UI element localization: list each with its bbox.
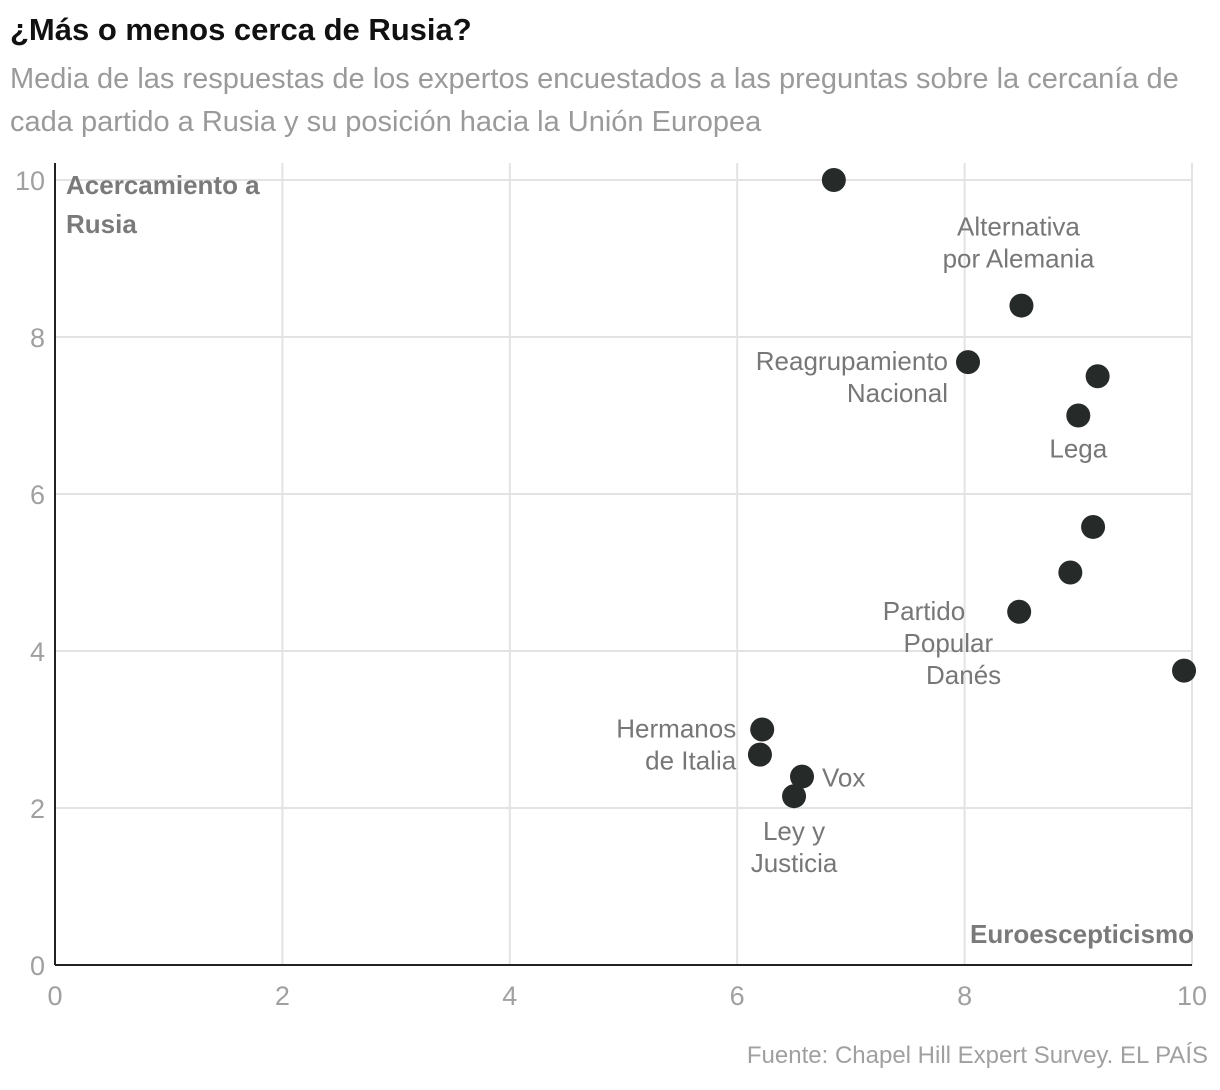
gridlines	[55, 163, 1193, 965]
point-label-line: Popular	[904, 628, 994, 658]
x-tick-label: 0	[47, 981, 62, 1011]
x-tick-label: 10	[1177, 981, 1207, 1011]
data-point	[821, 168, 846, 192]
point-label-line: Vox	[822, 763, 865, 793]
point-label-line: Partido	[883, 596, 965, 626]
source-note: Fuente: Chapel Hill Expert Survey. EL PA…	[746, 1042, 1208, 1069]
x-tick-label: 4	[502, 981, 517, 1011]
data-point	[1058, 560, 1083, 585]
y-tick-label: 0	[30, 951, 45, 981]
x-tick-label: 6	[730, 981, 745, 1011]
point-label: Alternativa por Alemania	[943, 212, 1095, 274]
point-labels: Alternativa por Alemania Reagrupamiento Nac…	[616, 212, 1107, 879]
data-point	[790, 764, 815, 789]
point-label: Hermanos de Italia	[616, 714, 736, 776]
y-axis-title-line: Acercamiento a	[66, 170, 260, 200]
point-label-line: Danés	[926, 660, 1001, 690]
point-label: Partido Popular Danés	[883, 596, 1001, 690]
axis-titles: Acercamiento a Rusia Euroescepticismo	[66, 170, 1194, 949]
data-point	[956, 350, 981, 375]
y-tick-label: 6	[30, 480, 45, 510]
point-label: Vox	[822, 763, 865, 793]
point-label-line: Ley y	[763, 816, 825, 846]
point-label-line: Alternativa	[957, 212, 1080, 242]
data-point	[750, 717, 775, 742]
point-label-line: Reagrupamiento	[756, 346, 948, 376]
y-tick-label: 10	[15, 166, 45, 196]
data-point	[1007, 599, 1032, 624]
point-label-line: Nacional	[847, 378, 948, 408]
data-point	[1009, 293, 1034, 318]
data-point	[1066, 403, 1091, 428]
axes	[54, 163, 1192, 966]
point-label-line: de Italia	[645, 746, 737, 776]
point-label: Lega	[1049, 434, 1107, 464]
point-label-line: por Alemania	[943, 244, 1095, 274]
point-label: Reagrupamiento Nacional	[756, 346, 948, 408]
point-label-line: Justicia	[751, 848, 838, 878]
x-axis-title: Euroescepticismo	[970, 919, 1194, 949]
point-label: Ley y Justicia	[751, 816, 838, 878]
tick-labels: 0 2 4 6 8 10 0 2 4 6 8 10	[15, 166, 1207, 1011]
chart-title: ¿Más o menos cerca de Rusia?	[10, 12, 472, 47]
point-label-line: Hermanos	[616, 714, 736, 744]
point-label-line: Lega	[1049, 434, 1107, 464]
y-tick-label: 2	[30, 794, 45, 824]
data-point	[1085, 364, 1110, 389]
chart-subtitle: Media de las respuestas de los expertos …	[10, 63, 1179, 138]
data-point	[782, 784, 807, 809]
x-tick-label: 2	[275, 981, 290, 1011]
y-tick-label: 8	[30, 323, 45, 353]
y-tick-label: 4	[30, 637, 45, 667]
data-point	[1081, 514, 1106, 539]
data-points	[747, 168, 1197, 809]
data-point	[1172, 658, 1197, 683]
x-tick-label: 8	[957, 981, 972, 1011]
data-point	[747, 742, 772, 767]
y-axis-title-line: Rusia	[66, 209, 137, 239]
y-axis-title: Acercamiento a Rusia	[66, 170, 260, 239]
